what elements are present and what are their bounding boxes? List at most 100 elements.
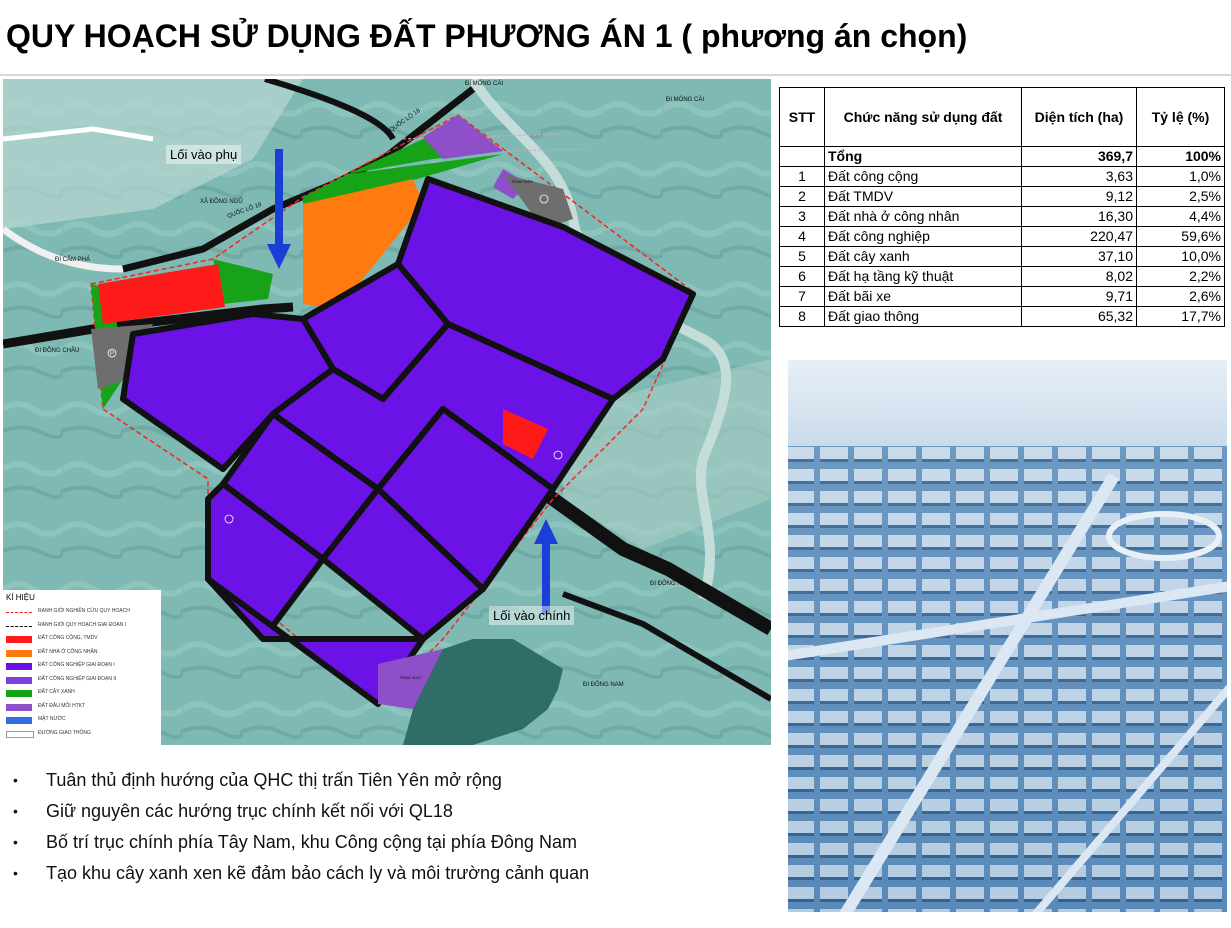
road-dongchau: [3, 302, 294, 349]
table-row: 2 Đất TMDV 9,12 2,5%: [779, 186, 1225, 207]
list-item: • Tuân thủ định hướng của QHC thị trấn T…: [8, 770, 768, 801]
table-row: 4 Đất công nghiệp 220,47 59,6%: [779, 226, 1225, 247]
legend-label: ĐẤT CÔNG CỘNG, TMDV: [38, 635, 98, 641]
legend-item: ĐẤT CÔNG NGHIỆP GIAI ĐOẠN I: [6, 662, 162, 671]
legend-swatch: [6, 663, 32, 670]
legend-item: MẶT NƯỚC: [6, 716, 162, 725]
place-label: XÃ ĐỒNG NGŨ: [200, 198, 243, 205]
cell-stt: 3: [779, 206, 825, 227]
bullet-icon: •: [13, 865, 18, 881]
cell-name: Đất TMDV: [824, 186, 1022, 207]
industrial-block: [205, 576, 426, 707]
table-row-total: Tổng 369,7 100%: [779, 146, 1225, 167]
cell-name: Đất công nghiệp: [824, 226, 1022, 247]
legend-swatch: [6, 717, 32, 724]
legend-swatch: [6, 676, 32, 684]
legend-swatch: [6, 636, 32, 643]
cell-area: 37,10: [1021, 246, 1137, 267]
road-white: [3, 226, 124, 273]
cell-ratio: 2,5%: [1136, 186, 1225, 207]
column-header: Chức năng sử dụng đất: [824, 87, 1022, 147]
bullet-icon: •: [13, 834, 18, 850]
legend-item: RANH GIỚI QUY HOẠCH GIAI ĐOẠN I: [6, 622, 162, 631]
road-dongnam: [561, 591, 771, 702]
cell-ratio: 1,0%: [1136, 166, 1225, 187]
legend-label: ĐẤT CÔNG NGHIỆP GIAI ĐOẠN I: [38, 662, 115, 668]
legend-item: ĐẤT CÔNG NGHIỆP GIAI ĐOẠN II: [6, 676, 162, 685]
main-entrance-label: Lối vào chính: [489, 606, 575, 625]
cell-stt: [779, 146, 825, 167]
cell-stt: 8: [779, 306, 825, 327]
list-item: • Giữ nguyên các hướng trục chính kết nố…: [8, 801, 768, 832]
cell-area: 9,12: [1021, 186, 1137, 207]
cell-name: Đất giao thông: [824, 306, 1022, 327]
place-label: ĐI ĐỒNG CHÂU: [35, 347, 79, 354]
legend-swatch: [6, 625, 32, 627]
arrow-icon: [534, 519, 558, 614]
table-header-row: STT Chức năng sử dụng đất Diện tích (ha)…: [779, 87, 1225, 147]
place-label: TRẠM ĐIỆN: [511, 179, 533, 184]
legend-swatch: [6, 649, 32, 657]
cell-area: 220,47: [1021, 226, 1137, 247]
public-zone: [503, 409, 548, 459]
legend-swatch: [6, 730, 34, 738]
cell-area: 369,7: [1021, 146, 1137, 167]
design-notes-list: • Tuân thủ định hướng của QHC thị trấn T…: [8, 770, 768, 894]
column-header: Tỷ lệ (%): [1136, 87, 1225, 147]
cell-name: Đất công cộng: [824, 166, 1022, 187]
place-label: ĐI ĐÔNG NAM: [650, 580, 691, 587]
cell-stt: 5: [779, 246, 825, 267]
commercial-zone: [98, 264, 225, 324]
river: [468, 79, 731, 601]
cell-stt: 6: [779, 266, 825, 287]
cell-area: 16,30: [1021, 206, 1137, 227]
legend-label: ĐẤT NHÀ Ở CÔNG NHÂN: [38, 648, 98, 655]
legend-label: RANH GIỚI NGHIÊN CỨU QUY HOẠCH: [38, 608, 130, 614]
cell-ratio: 100%: [1136, 146, 1225, 167]
cell-name: Đất hạ tầng kỹ thuật: [824, 266, 1022, 287]
side-entrance-label: Lối vào phụ: [166, 145, 242, 164]
legend-item: ĐẤT NHÀ Ở CÔNG NHÂN: [6, 649, 162, 658]
legend-swatch: [6, 612, 32, 613]
land-use-table: STT Chức năng sử dụng đất Diện tích (ha)…: [779, 87, 1225, 327]
column-header: Diện tích (ha): [1021, 87, 1137, 147]
legend-item: ĐẤT CÔNG CỘNG, TMDV: [6, 635, 162, 644]
water-body: [403, 639, 563, 745]
list-item-text: Tuân thủ định hướng của QHC thị trấn Tiê…: [46, 770, 502, 790]
map-legend: KÍ HIỆU RANH GIỚI NGHIÊN CỨU QUY HOẠCH RA…: [3, 590, 161, 745]
column-header: STT: [779, 87, 825, 147]
list-item-text: Giữ nguyên các hướng trục chính kết nối …: [46, 801, 453, 821]
page-title: QUY HOẠCH SỬ DỤNG ĐẤT PHƯƠNG ÁN 1 ( phươ…: [6, 18, 968, 54]
cell-ratio: 2,6%: [1136, 286, 1225, 307]
legend-item: ĐẤT ĐẦU MỐI HTKT: [6, 703, 162, 712]
cell-stt: 1: [779, 166, 825, 187]
road-ql18-north: [264, 79, 396, 141]
green-zone: [213, 259, 273, 304]
infrastructure-zone: [423, 115, 503, 159]
cell-ratio: 10,0%: [1136, 246, 1225, 267]
housing-zone: [303, 179, 423, 309]
title-divider: [0, 74, 1231, 76]
list-item: • Bố trí trục chính phía Tây Nam, khu Cô…: [8, 832, 768, 863]
road-white: [3, 126, 154, 142]
land-use-map[interactable]: ĐI MÓNG CÁI ĐI MÓNG CÁI QUỐC LỘ 18 QUỐC …: [3, 79, 771, 745]
legend-label: ĐẤT CÂY XANH: [38, 689, 75, 695]
table-row: 8 Đất giao thông 65,32 17,7%: [779, 306, 1225, 327]
legend-swatch: [6, 690, 32, 697]
list-item-text: Bố trí trục chính phía Tây Nam, khu Công…: [46, 832, 577, 852]
table-row: 3 Đất nhà ở công nhân 16,30 4,4%: [779, 206, 1225, 227]
cell-stt: 2: [779, 186, 825, 207]
legend-title: KÍ HIỆU: [6, 593, 35, 602]
legend-item: RANH GIỚI NGHIÊN CỨU QUY HOẠCH: [6, 608, 162, 617]
legend-label: ĐƯỜNG GIAO THÔNG: [38, 729, 91, 736]
cell-ratio: 17,7%: [1136, 306, 1225, 327]
cell-ratio: 4,4%: [1136, 206, 1225, 227]
cell-name: Đất bãi xe: [824, 286, 1022, 307]
place-label: ĐI ĐÔNG NAM: [583, 681, 624, 688]
parking-symbols: P: [107, 194, 563, 524]
legend-label: ĐẤT CÔNG NGHIỆP GIAI ĐOẠN II: [38, 675, 117, 682]
table-row: 6 Đất hạ tầng kỹ thuật 8,02 2,2%: [779, 266, 1225, 287]
cell-name: Đất nhà ở công nhân: [824, 206, 1022, 227]
bullet-icon: •: [13, 803, 18, 819]
place-label: ĐI CẨM PHẢ: [55, 256, 90, 263]
